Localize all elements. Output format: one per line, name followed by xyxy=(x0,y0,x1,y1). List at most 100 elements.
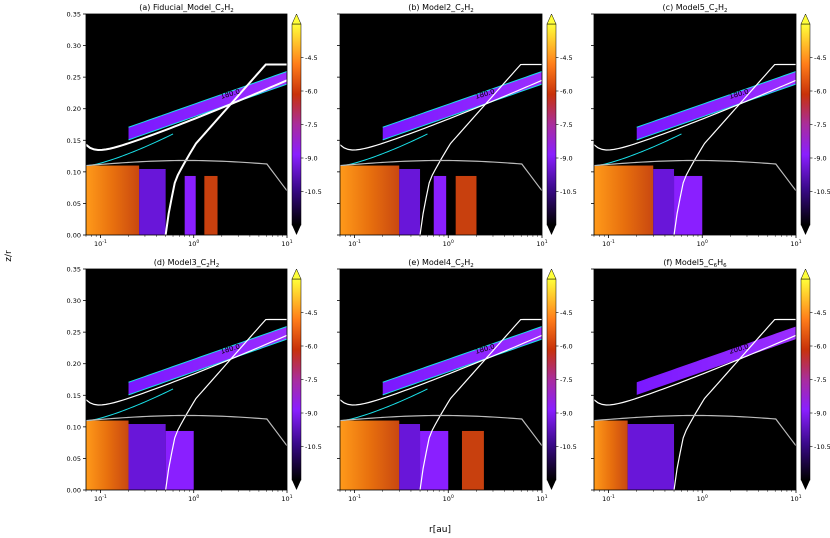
colorbar-tick-label: -4.5 xyxy=(814,309,827,317)
contour-1000 xyxy=(86,79,287,151)
contour-1000 xyxy=(340,79,542,151)
plot-frame xyxy=(593,13,797,236)
cyan-contour-lower xyxy=(382,338,542,396)
molecular-layer xyxy=(382,71,542,140)
colorbar-tick-label: -9.0 xyxy=(814,410,827,418)
colorbar-tick-label: -7.5 xyxy=(560,121,573,129)
plot-frame xyxy=(85,268,288,491)
midplane-boundary xyxy=(86,159,287,192)
colorbar-tick-label: -9.0 xyxy=(305,155,318,163)
colorbar-tick-label: -10.5 xyxy=(305,443,322,451)
colorbar-tick-label: -6.0 xyxy=(560,343,573,351)
inner-midplane-region xyxy=(340,420,400,490)
plot-frame xyxy=(339,268,543,491)
colorbar-extend-bottom xyxy=(292,480,301,490)
molecular-layer xyxy=(382,326,542,395)
colorbar xyxy=(546,23,557,226)
plot-frame xyxy=(593,268,797,491)
molecular-layer xyxy=(636,71,796,140)
outer-patch xyxy=(204,175,218,235)
colorbar-tick-label: -6.0 xyxy=(560,88,573,96)
panel-title: (b) Model2_C2H2 xyxy=(408,3,474,14)
y-tick-label: 0.10 xyxy=(67,168,81,176)
panel-title: (a) Fiducial_Model_C2H2 xyxy=(139,3,233,14)
colorbar-extend-top xyxy=(800,13,811,25)
colorbar-tick-label: -9.0 xyxy=(560,155,573,163)
y-tick-label: 0.30 xyxy=(67,42,81,50)
outer-patch xyxy=(461,430,484,490)
inner-midplane-region xyxy=(86,420,129,490)
plot-frame xyxy=(339,13,543,236)
colorbar-tick-label: -10.5 xyxy=(814,443,830,451)
colorbar-extend-top xyxy=(800,268,811,280)
molecular-layer xyxy=(636,326,796,395)
colorbar xyxy=(546,278,557,481)
colorbar-tick-label: -10.5 xyxy=(814,188,830,196)
y-tick-label: 0.25 xyxy=(67,329,81,337)
colorbar-tick-label: -9.0 xyxy=(560,410,573,418)
purple-midplane-region xyxy=(139,169,166,235)
cyan-contour-inner xyxy=(88,133,174,167)
y-axis-label: z/r xyxy=(4,250,14,262)
colorbar xyxy=(800,278,811,481)
molecular-layer xyxy=(128,326,287,395)
x-tick-label: 100 xyxy=(697,494,708,503)
plot-frame xyxy=(85,13,288,236)
contour-1000 xyxy=(594,79,796,151)
y-tick-label: 0.20 xyxy=(67,105,81,113)
colorbar-tick-label: -4.5 xyxy=(814,54,827,62)
x-tick-label: 101 xyxy=(790,494,801,503)
colorbar-tick-label: -6.0 xyxy=(814,343,827,351)
y-tick-label: 0.35 xyxy=(67,266,81,274)
contour-1000 xyxy=(340,334,542,406)
y-tick-label: 0.05 xyxy=(67,455,81,463)
cyan-contour-upper xyxy=(128,325,287,383)
purple-midplane-region xyxy=(653,169,675,235)
cyan-contour-lower xyxy=(382,83,542,141)
colorbar-extend-top xyxy=(546,268,557,280)
midplane-boundary xyxy=(340,414,542,447)
colorbar-tick-label: -10.5 xyxy=(560,188,577,196)
outer-patch xyxy=(455,175,477,235)
cyan-contour-upper xyxy=(636,70,796,128)
colorbar-tick-label: -6.0 xyxy=(814,88,827,96)
colorbar xyxy=(291,23,302,226)
panel-title: (c) Model5_C2H2 xyxy=(663,3,728,14)
colorbar-tick-label: -7.5 xyxy=(305,121,318,129)
inner-midplane-region xyxy=(86,165,140,235)
midplane-boundary xyxy=(594,159,796,192)
x-tick-label: 100 xyxy=(188,239,199,248)
cyan-contour-inner xyxy=(596,133,682,167)
y-tick-label: 0.20 xyxy=(67,360,81,368)
y-tick-label: 0.30 xyxy=(67,297,81,305)
purple-midplane-region xyxy=(627,424,675,490)
cyan-contour-lower xyxy=(636,83,796,141)
cyan-contour-inner xyxy=(342,388,428,422)
colorbar-extend-bottom xyxy=(801,225,810,235)
purple-midplane-region xyxy=(399,169,421,235)
inner-midplane-region xyxy=(340,165,400,235)
y-tick-label: 0.00 xyxy=(67,232,81,240)
colorbar-tick-label: -9.0 xyxy=(305,410,318,418)
midplane-boundary xyxy=(340,159,542,192)
contour-1000 xyxy=(86,334,287,406)
x-tick-label: 10-1 xyxy=(94,494,107,503)
x-tick-label: 10-1 xyxy=(348,494,361,503)
colorbar-extend-bottom xyxy=(801,480,810,490)
x-tick-label: 100 xyxy=(443,494,454,503)
x-tick-label: 101 xyxy=(790,239,801,248)
midplane-boundary xyxy=(594,414,796,447)
panel-title: (d) Model3_C2H2 xyxy=(154,258,220,269)
purple-midplane-region xyxy=(128,424,166,490)
colorbar-tick-label: -6.0 xyxy=(305,343,318,351)
cyan-contour-upper xyxy=(128,70,287,128)
outer-patch xyxy=(184,175,196,235)
x-tick-label: 10-1 xyxy=(94,239,107,248)
cyan-contour-upper xyxy=(382,70,542,128)
colorbar-extend-top xyxy=(291,13,302,25)
